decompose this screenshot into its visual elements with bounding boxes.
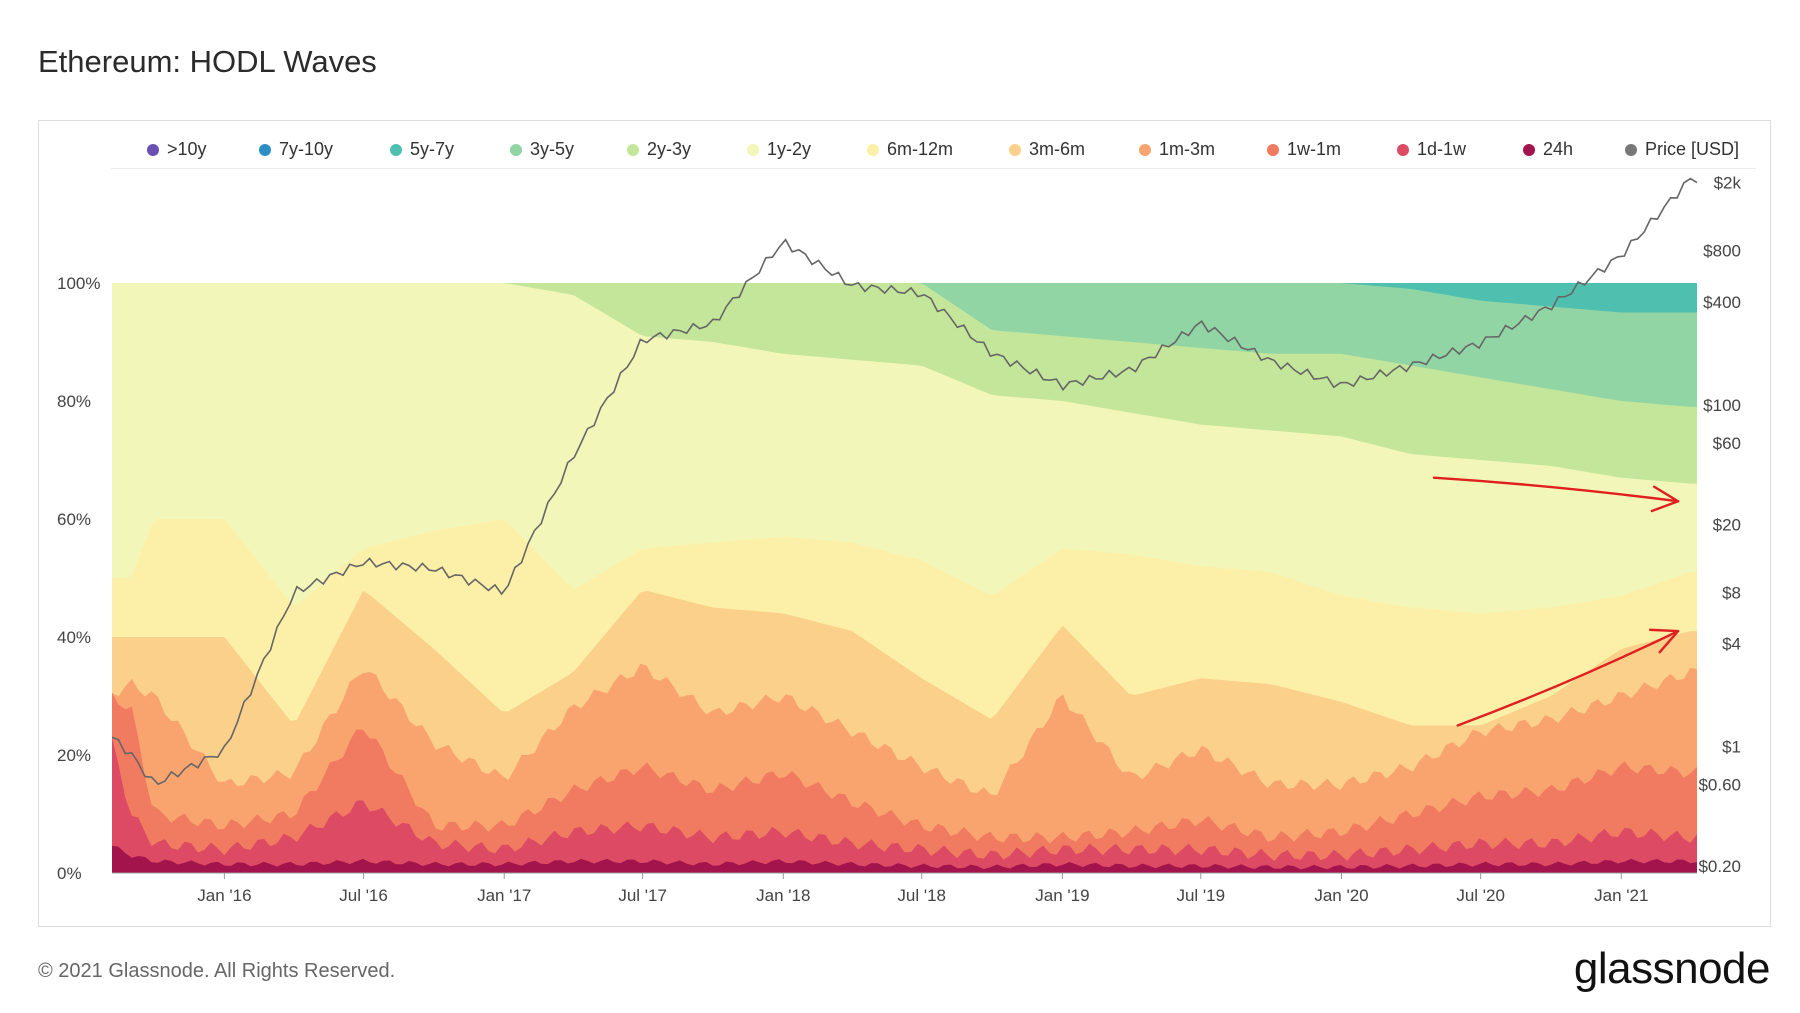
legend-label: 24h xyxy=(1543,139,1574,159)
y-left-tick-label: 20% xyxy=(57,746,91,765)
legend-item-12[interactable]: Price [USD] xyxy=(1625,139,1739,160)
legend-label: 6m-12m xyxy=(887,139,954,159)
y-right-tick-label: $8 xyxy=(1722,583,1741,602)
y-right-tick-label: $400 xyxy=(1703,293,1741,312)
y-right-tick-label: $800 xyxy=(1703,242,1741,261)
legend-dot-icon xyxy=(390,143,402,156)
x-tick-label: Jan '16 xyxy=(197,886,251,905)
legend-dot-icon xyxy=(1523,143,1535,156)
legend-item-1[interactable]: 7y-10y xyxy=(259,139,333,160)
legend-divider xyxy=(111,168,1756,169)
legend-item-6[interactable]: 6m-12m xyxy=(867,139,953,160)
x-tick-label: Jul '20 xyxy=(1456,886,1505,905)
legend-dot-icon xyxy=(147,143,159,156)
legend-dot-icon xyxy=(510,143,522,156)
legend-item-11[interactable]: 24h xyxy=(1523,139,1573,160)
x-tick-label: Jul '17 xyxy=(618,886,667,905)
legend-label: Price [USD] xyxy=(1645,139,1740,159)
legend: >10y 7y-10y 5y-7y 3y-5y 2y-3y 1y-2y 6m-12m 3m-6… xyxy=(39,139,1770,169)
legend-item-5[interactable]: 1y-2y xyxy=(747,139,811,160)
legend-label: 2y-3y xyxy=(647,139,692,159)
y-right-tick-label: $4 xyxy=(1722,635,1741,654)
annotation-arrow-shaft xyxy=(1432,476,1680,503)
chart-title: Ethereum: HODL Waves xyxy=(38,44,377,79)
legend-label: 3m-6m xyxy=(1029,139,1086,159)
legend-item-10[interactable]: 1d-1w xyxy=(1397,139,1466,160)
legend-dot-icon xyxy=(1139,143,1151,156)
y-left-tick-label: 100% xyxy=(57,274,100,293)
legend-label: 1d-1w xyxy=(1417,139,1467,159)
y-left-tick-label: 0% xyxy=(57,864,82,883)
y-left-tick-label: 40% xyxy=(57,628,91,647)
legend-item-4[interactable]: 2y-3y xyxy=(627,139,691,160)
legend-label: 5y-7y xyxy=(410,139,455,159)
area-band-1d-1w xyxy=(112,737,1697,873)
glassnode-logo: glassnode xyxy=(1573,944,1771,993)
legend-item-8[interactable]: 1m-3m xyxy=(1139,139,1215,160)
legend-item-9[interactable]: 1w-1m xyxy=(1267,139,1341,160)
legend-dot-icon xyxy=(1625,143,1637,156)
copyright-footer: © 2021 Glassnode. All Rights Reserved. xyxy=(38,960,396,982)
legend-dot-icon xyxy=(1009,143,1021,156)
x-tick-label: Jul '18 xyxy=(897,886,946,905)
y-right-tick-label: $100 xyxy=(1703,396,1741,415)
y-right-tick-label: $60 xyxy=(1713,434,1741,453)
legend-label: 1y-2y xyxy=(767,139,812,159)
legend-item-3[interactable]: 3y-5y xyxy=(510,139,574,160)
x-tick-label: Jan '18 xyxy=(756,886,810,905)
legend-label: 1m-3m xyxy=(1159,139,1216,159)
y-right-tick-label: $1 xyxy=(1722,738,1741,757)
hodl-waves-chart: glassnode0%20%40%60%80%100%$0.20$0.60$1$… xyxy=(57,174,1742,905)
y-right-tick-label: $0.20 xyxy=(1698,857,1741,876)
x-tick-label: Jan '20 xyxy=(1314,886,1368,905)
legend-label: >10y xyxy=(167,139,207,159)
legend-dot-icon xyxy=(627,143,639,156)
y-right-tick-label: $20 xyxy=(1713,515,1741,534)
y-right-tick-label: $2k xyxy=(1714,174,1742,193)
legend-label: 3y-5y xyxy=(530,139,575,159)
price-line xyxy=(111,177,1698,786)
legend-item-2[interactable]: 5y-7y xyxy=(390,139,454,160)
y-left-tick-label: 80% xyxy=(57,392,91,411)
legend-label: 7y-10y xyxy=(279,139,334,159)
legend-item-0[interactable]: >10y xyxy=(147,139,207,160)
chart-frame: >10y 7y-10y 5y-7y 3y-5y 2y-3y 1y-2y 6m-12m 3m-6… xyxy=(38,120,1771,927)
x-tick-label: Jul '19 xyxy=(1176,886,1225,905)
x-tick-label: Jan '17 xyxy=(477,886,531,905)
legend-dot-icon xyxy=(1267,143,1279,156)
legend-dot-icon xyxy=(1397,143,1409,156)
annotation-arrow-shaft xyxy=(1456,629,1680,727)
x-tick-label: Jan '19 xyxy=(1035,886,1089,905)
annotation-arrow-head xyxy=(1650,485,1680,513)
legend-dot-icon xyxy=(867,143,879,156)
legend-dot-icon xyxy=(747,143,759,156)
annotation-arrow-head xyxy=(1648,628,1680,654)
x-tick-label: Jan '21 xyxy=(1594,886,1648,905)
legend-label: 1w-1m xyxy=(1287,139,1342,159)
area-band-1w-1m xyxy=(112,692,1697,873)
area-band-24h xyxy=(112,845,1697,873)
y-left-tick-label: 60% xyxy=(57,510,91,529)
x-tick-label: Jul '16 xyxy=(339,886,388,905)
y-right-tick-label: $0.60 xyxy=(1698,775,1741,794)
area-band-1m-3m xyxy=(112,663,1697,873)
legend-dot-icon xyxy=(259,143,271,156)
legend-item-7[interactable]: 3m-6m xyxy=(1009,139,1085,160)
